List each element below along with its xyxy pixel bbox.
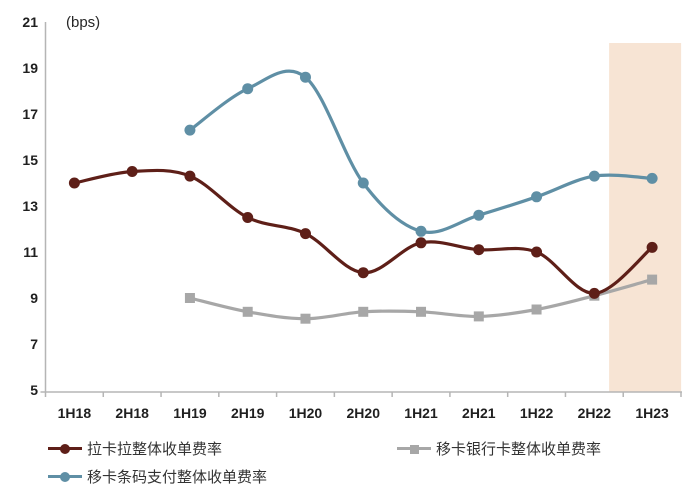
series-lakala-data-point — [184, 170, 196, 182]
legend-item-lakala-overall-rate[interactable]: 拉卡拉整体收单费率 — [48, 438, 222, 459]
x-axis-tick-label: 1H22 — [520, 405, 554, 421]
series-yeahka-barcode-data-point — [415, 225, 427, 237]
x-axis-tick-label: 2H22 — [578, 405, 612, 421]
series-yeahka-bankcard-data-point — [473, 311, 484, 322]
series-yeahka-bankcard-data-point — [531, 304, 542, 315]
legend-circle-marker-icon — [60, 472, 70, 482]
y-axis-tick-label: 7 — [30, 336, 38, 352]
legend-swatch — [48, 443, 82, 454]
legend-label: 移卡条码支付整体收单费率 — [87, 469, 268, 486]
legend-circle-marker-icon — [60, 444, 70, 454]
y-axis-tick-label: 9 — [30, 290, 38, 306]
series-yeahka-bankcard-data-point — [416, 306, 427, 317]
series-yeahka-barcode-data-point — [588, 170, 600, 182]
series-lakala-data-point — [242, 212, 254, 223]
legend-swatch — [397, 443, 431, 454]
series-yeahka-barcode-data-point — [473, 209, 485, 221]
series-yeahka-barcode-data-point — [184, 124, 196, 136]
y-axis-tick-label: 13 — [22, 198, 38, 214]
series-lakala-data-point — [415, 237, 427, 249]
series-lakala-data-point — [588, 287, 600, 299]
highlight-band-1h23 — [609, 43, 682, 392]
series-lakala-data-point — [646, 241, 658, 253]
series-yeahka-barcode-data-point — [357, 177, 369, 189]
x-axis-tick-label: 2H21 — [462, 405, 496, 421]
x-axis-tick-label: 2H18 — [115, 405, 149, 421]
legend-label: 移卡银行卡整体收单费率 — [436, 441, 602, 458]
x-axis-tick-label: 1H19 — [173, 405, 207, 421]
series-yeahka-bankcard-data-point — [184, 293, 195, 303]
y-axis-tick-label: 17 — [22, 106, 38, 122]
series-yeahka-barcode-data-point — [646, 172, 658, 184]
series-yeahka-bankcard-data-point — [242, 306, 253, 317]
legend-item-yeahka-barcode-rate[interactable]: 移卡条码支付整体收单费率 — [48, 466, 267, 487]
series-yeahka-barcode-data-point — [531, 191, 543, 203]
legend-label: 拉卡拉整体收单费率 — [87, 441, 223, 458]
series-lakala-data-point — [473, 244, 485, 256]
x-axis-tick-label: 1H23 — [635, 405, 669, 421]
x-axis-tick-label: 2H19 — [231, 405, 265, 421]
legend-item-yeahka-bankcard-rate[interactable]: 移卡银行卡整体收单费率 — [397, 438, 601, 459]
y-axis-unit-label: (bps) — [66, 14, 101, 31]
x-axis-tick-label: 1H21 — [404, 405, 438, 421]
series-yeahka-bankcard-data-point — [358, 306, 369, 317]
series-yeahka-barcode-line — [188, 69, 654, 234]
x-axis-tick-label: 1H20 — [289, 405, 323, 421]
series-yeahka-barcode-data-point — [242, 83, 254, 95]
series-lakala-data-point — [68, 177, 80, 189]
legend-swatch — [48, 471, 82, 482]
x-axis-tick-label: 2H20 — [347, 405, 381, 421]
y-axis-tick-label: 19 — [22, 60, 38, 76]
series-lakala-data-point — [531, 246, 543, 258]
series-yeahka-barcode-data-point — [299, 71, 311, 83]
fee-rate-line-chart: 5 7 9 11 13 15 17 19 21 1H18 2H18 1H19 2H19 1H20 2H20 1… — [22, 14, 682, 421]
series-lakala-data-point — [357, 267, 369, 279]
series-lakala-data-point — [299, 228, 311, 240]
x-axis-tick-label: 1H18 — [58, 405, 92, 421]
y-axis-tick-label: 5 — [30, 382, 38, 398]
series-lakala-data-point — [126, 166, 138, 177]
y-axis-tick-label: 15 — [22, 152, 38, 168]
y-axis-tick-label: 21 — [22, 14, 38, 30]
series-yeahka-bankcard-data-point — [647, 274, 658, 285]
series-yeahka-bankcard-data-point — [300, 313, 311, 324]
legend-square-marker-icon — [410, 445, 419, 454]
y-axis-tick-label: 11 — [23, 244, 38, 260]
